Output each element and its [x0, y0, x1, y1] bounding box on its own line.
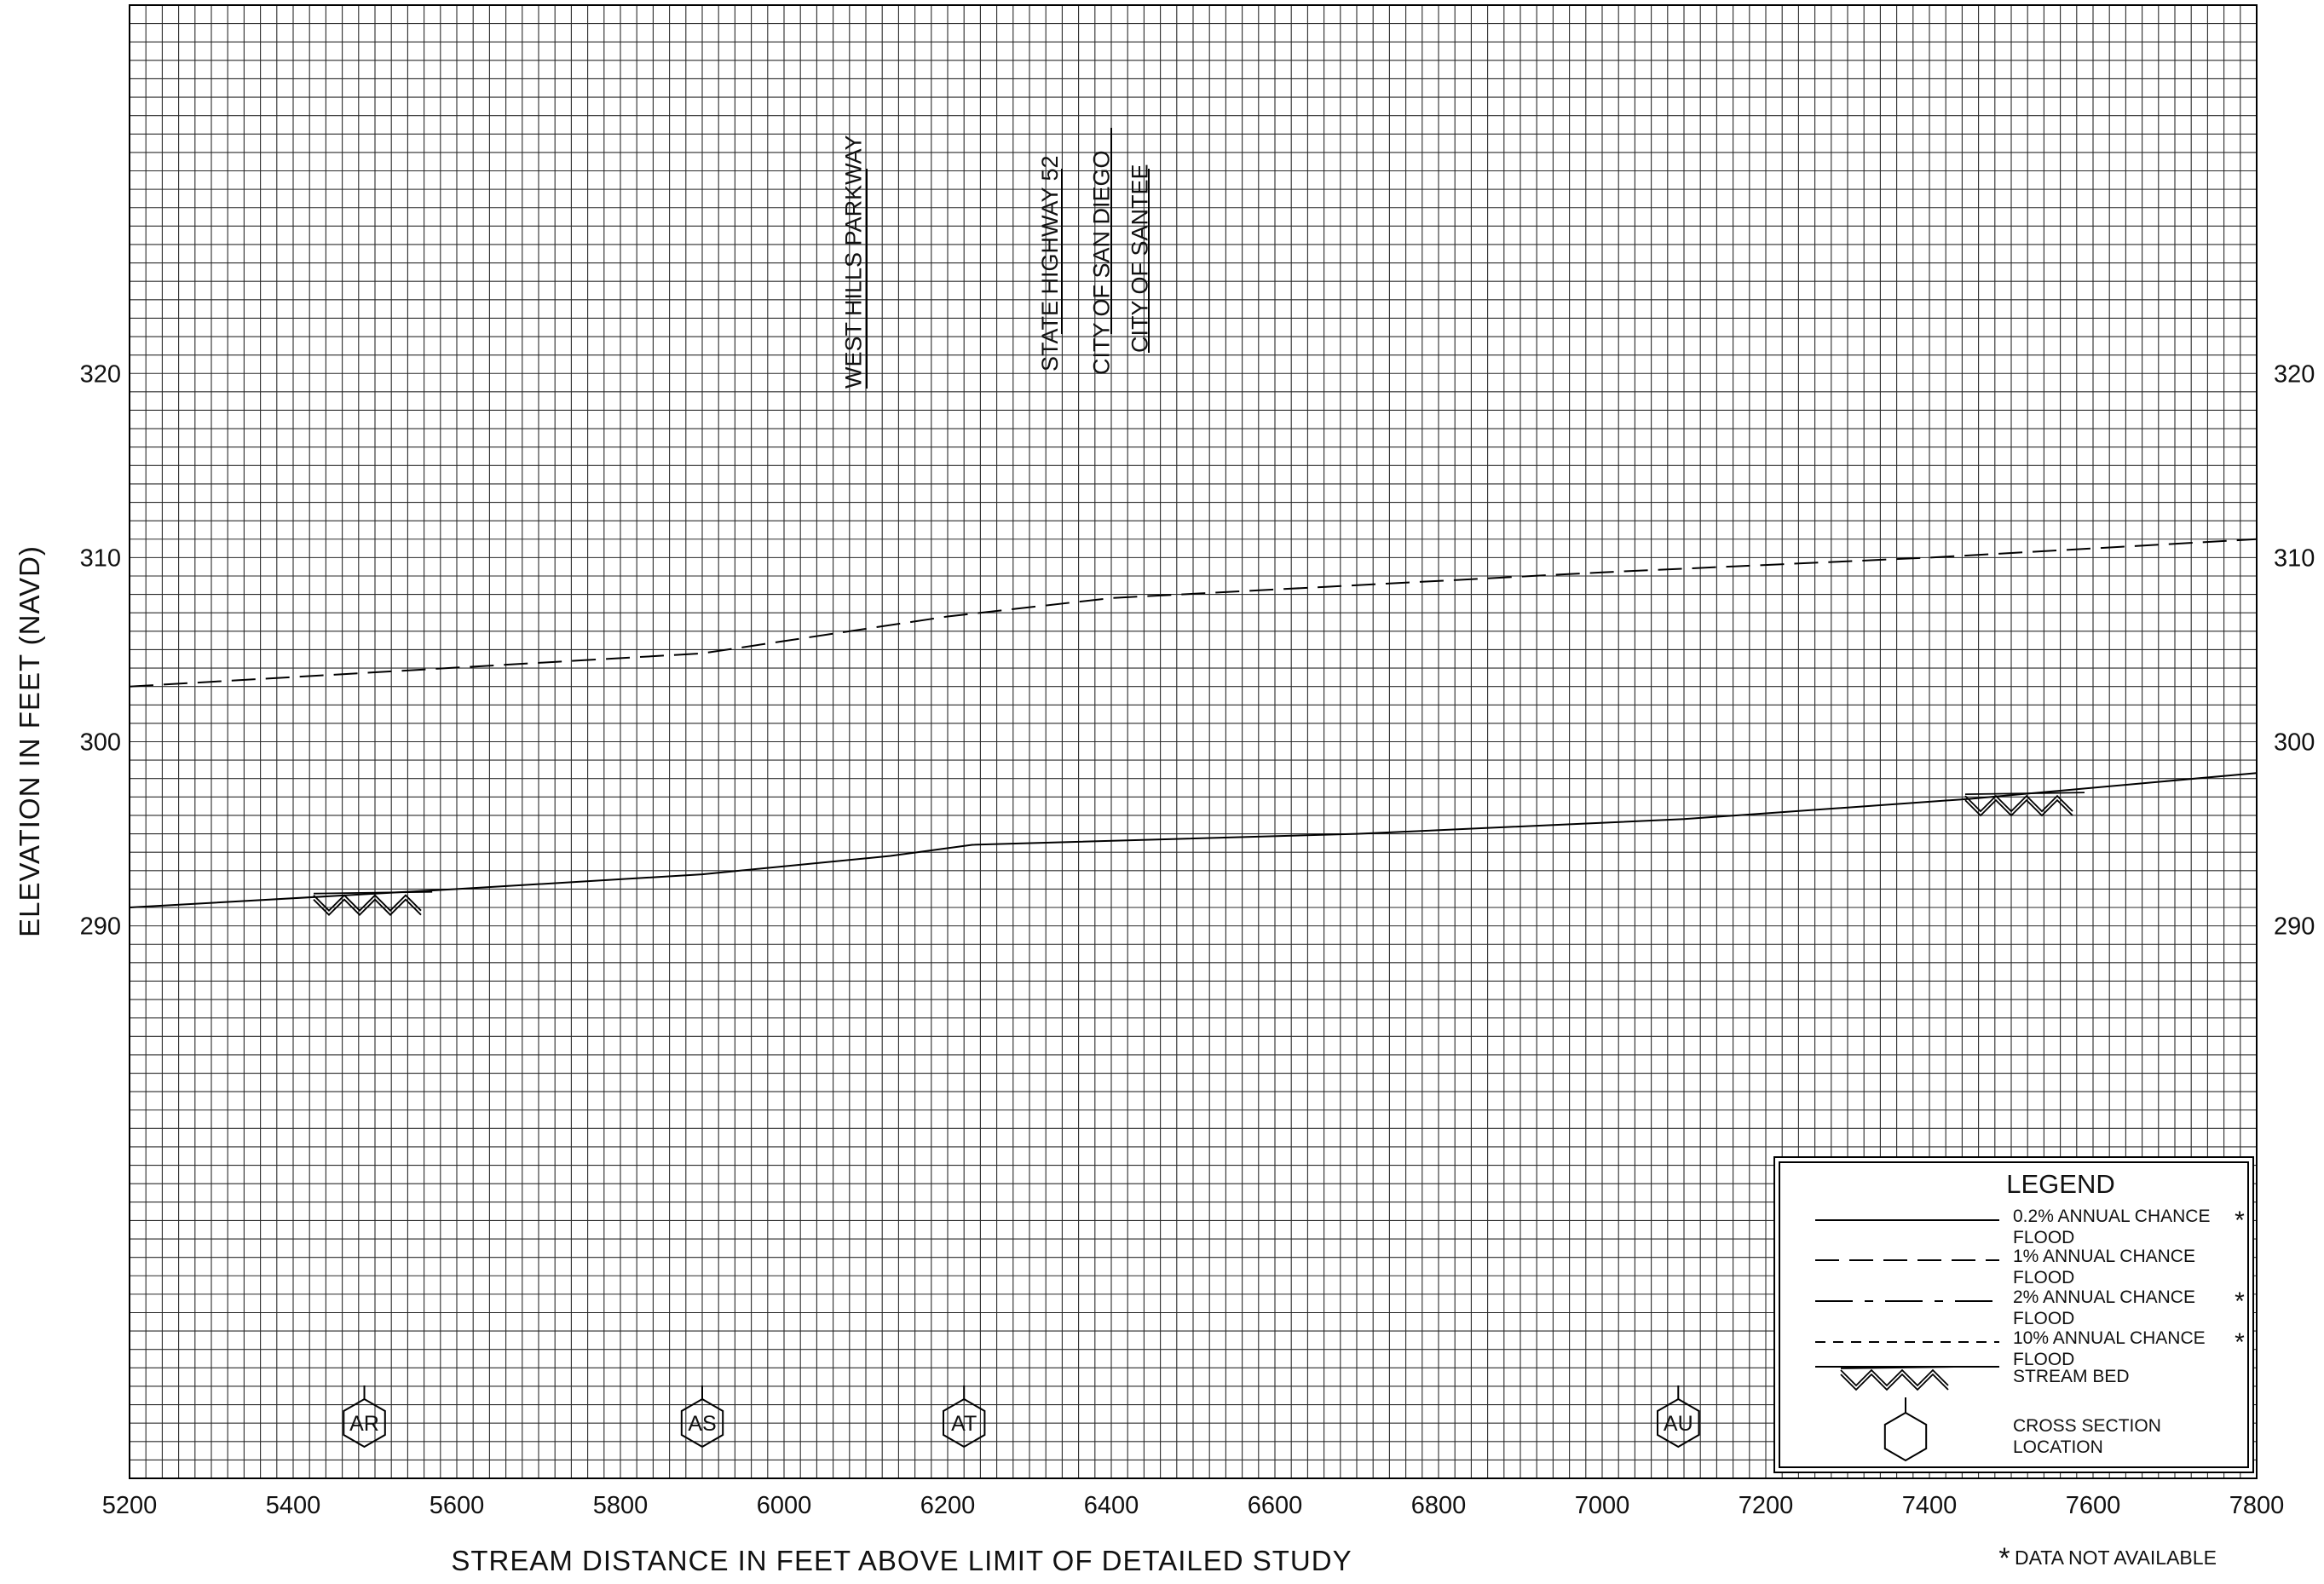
x-tick-label: 7200 [1739, 1492, 1794, 1519]
hatch-zigzag [313, 894, 422, 912]
legend-asterisk: * [2235, 1287, 2245, 1316]
road-annotations: WEST HILLS PARKWAY STATE HIGHWAY 52 CITY O… [841, 128, 1153, 389]
legend-asterisk: * [2235, 1207, 2245, 1235]
x-tick-label: 6000 [757, 1492, 812, 1519]
x-axis-label: STREAM DISTANCE IN FEET ABOVE LIMIT OF D… [451, 1545, 1352, 1576]
stream-bed-hatch [1964, 792, 2085, 817]
legend-label-line2: FLOOD [2013, 1268, 2074, 1287]
x-tick-label: 6400 [1084, 1492, 1139, 1519]
legend-title: LEGEND [2006, 1169, 2114, 1199]
x-tick-label: 7600 [2066, 1492, 2121, 1519]
hexagon-icon [343, 1397, 386, 1449]
hatch-zigzag [313, 898, 422, 916]
legend-entry: 1% ANNUAL CHANCE FLOOD [1815, 1247, 2195, 1287]
tick-labels: 5200 5400 5600 5800 6000 6200 6400 6600 6800 7000… [80, 360, 2315, 1519]
legend-entry: 10% ANNUAL CHANCE FLOOD * [1815, 1328, 2245, 1369]
y-tick-label-left: 320 [80, 360, 121, 388]
hexagon-icon [1657, 1397, 1700, 1449]
footnote-text: DATA NOT AVAILABLE [2015, 1547, 2217, 1569]
hexagon-icon [943, 1397, 986, 1449]
legend-entry: 2% ANNUAL CHANCE FLOOD * [1815, 1287, 2245, 1328]
hatch-top-line [1964, 792, 2085, 796]
hexagon-icon [1883, 1411, 1928, 1462]
hatch-zigzag [1964, 794, 2073, 813]
legend-label-line1: 2% ANNUAL CHANCE [2013, 1287, 2195, 1307]
legend-label-line1: 0.2% ANNUAL CHANCE [2013, 1207, 2210, 1226]
road-label: WEST HILLS PARKWAY [841, 135, 867, 389]
stream-bed-hatch [313, 890, 433, 916]
x-tick-label: 6200 [920, 1492, 976, 1519]
cross-section-marker: AT [943, 1385, 986, 1449]
legend-label-line2: FLOOD [2013, 1228, 2074, 1247]
hatch-zigzag [1840, 1368, 1949, 1387]
x-tick-label: 6800 [1411, 1492, 1467, 1519]
footnote: * DATA NOT AVAILABLE [1998, 1542, 2217, 1575]
x-tick-label: 7000 [1575, 1492, 1630, 1519]
legend-label-line1: CROSS SECTION [2013, 1416, 2161, 1436]
cross-section-markers: AR AS AT AU [343, 1385, 1700, 1449]
stream-bed-hatch-layer [313, 792, 2085, 916]
legend-inner-border [1779, 1161, 2249, 1468]
x-tick-label: 5600 [430, 1492, 485, 1519]
legend-outer-border [1773, 1156, 2254, 1473]
y-tick-label-left: 300 [80, 729, 121, 757]
series-layer [129, 538, 2258, 908]
legend-label-line2: LOCATION [2013, 1437, 2103, 1457]
road-label: CITY OF SAN DIEGO [1088, 150, 1114, 375]
cross-section-marker: AU [1657, 1385, 1700, 1449]
cross-section-label: AS [688, 1412, 716, 1436]
legend-label-line1: 1% ANNUAL CHANCE [2013, 1247, 2195, 1266]
cross-section-label: AR [349, 1412, 379, 1436]
y-tick-label-right: 290 [2274, 913, 2315, 941]
y-tick-label-left: 310 [80, 544, 121, 572]
series-line [129, 772, 2258, 908]
legend-label-line2: FLOOD [2013, 1350, 2074, 1369]
y-tick-label-right: 300 [2274, 729, 2315, 757]
x-tick-label: 6600 [1248, 1492, 1303, 1519]
y-tick-label-right: 310 [2274, 544, 2315, 572]
x-tick-label: 5200 [102, 1492, 158, 1519]
legend-asterisk: * [2235, 1328, 2245, 1356]
cross-section-marker: AR [343, 1385, 386, 1449]
legend-label-line2: FLOOD [2013, 1309, 2074, 1328]
hatch-zigzag [1840, 1373, 1949, 1391]
legend-label-line1: STREAM BED [2013, 1367, 2130, 1386]
x-tick-label: 7800 [2229, 1492, 2285, 1519]
road-label: STATE HIGHWAY 52 [1037, 155, 1063, 372]
cross-section-marker: AS [680, 1385, 724, 1449]
x-tick-label: 5400 [266, 1492, 321, 1519]
legend-box: LEGEND 0.2% ANNUAL CHANCE FLOOD * 1% ANNUAL… [1773, 1156, 2254, 1473]
legend-label-line1: 10% ANNUAL CHANCE [2013, 1328, 2206, 1348]
y-tick-label-right: 320 [2274, 360, 2315, 388]
y-axis-label: ELEVATION IN FEET (NAVD) [14, 545, 45, 937]
x-tick-label: 7400 [1902, 1492, 1958, 1519]
hatch-top-line [313, 890, 433, 895]
hexagon-icon [680, 1397, 724, 1449]
legend-entries: 0.2% ANNUAL CHANCE FLOOD * 1% ANNUAL CHANCE… [1815, 1207, 2245, 1462]
y-tick-label-left: 290 [80, 913, 121, 941]
legend-entry: 0.2% ANNUAL CHANCE FLOOD * [1815, 1207, 2245, 1247]
cross-section-label: AU [1664, 1412, 1693, 1436]
x-tick-label: 5800 [593, 1492, 649, 1519]
hatch-zigzag [1964, 798, 2073, 817]
plot-frame [129, 4, 2258, 1479]
footnote-asterisk: * [1998, 1542, 2010, 1575]
legend-entry: STREAM BED [1815, 1366, 2130, 1391]
cross-section-label: AT [951, 1412, 977, 1436]
